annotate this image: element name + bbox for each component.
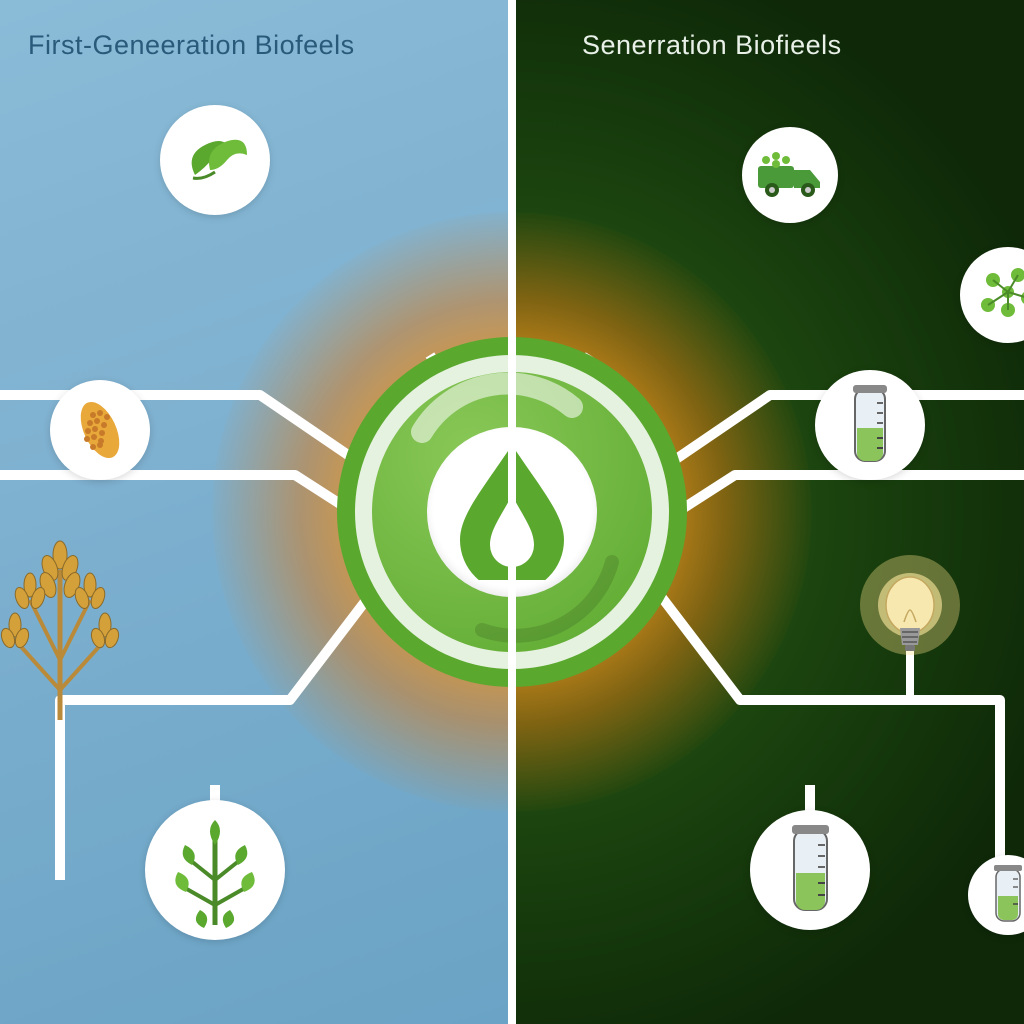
- center-divider: [508, 0, 516, 1024]
- left-title: First-Geneeration Biofeels: [28, 30, 355, 61]
- leaf-swirl-icon: [160, 105, 270, 215]
- vial-2-icon: [750, 810, 870, 930]
- truck-icon: [742, 127, 838, 223]
- right-title: Senerration Biofieels: [582, 30, 842, 61]
- infographic-canvas: First-Geneeration Biofeels Senerration B…: [0, 0, 1024, 1024]
- plant-icon: [145, 800, 285, 940]
- corn-icon: [50, 380, 150, 480]
- wheat-icon: [0, 510, 130, 730]
- vial-1-icon: [815, 370, 925, 480]
- lightbulb-icon: [850, 550, 970, 700]
